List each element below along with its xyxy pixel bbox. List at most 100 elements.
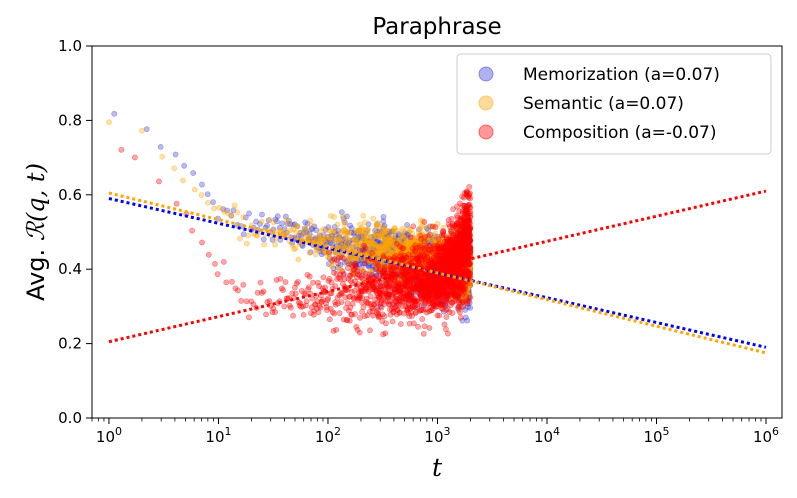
data-point-memorization — [384, 245, 391, 252]
data-point-memorization — [385, 232, 392, 239]
data-point-memorization — [400, 251, 406, 258]
data-point-semantic — [334, 221, 341, 228]
data-point-memorization — [390, 248, 397, 255]
data-point-memorization — [396, 243, 403, 249]
data-point-memorization — [406, 251, 412, 258]
data-point-memorization — [420, 275, 427, 281]
data-point-memorization — [320, 232, 327, 239]
data-point-memorization — [414, 255, 421, 262]
data-point-memorization — [365, 263, 372, 270]
data-point-memorization — [378, 266, 385, 273]
data-point-memorization — [397, 247, 404, 254]
data-point-memorization — [376, 262, 382, 268]
data-point-composition — [263, 311, 269, 318]
data-point-semantic — [261, 241, 268, 248]
data-point-composition — [397, 321, 404, 327]
data-point-composition — [240, 281, 247, 288]
data-point-memorization — [407, 250, 414, 256]
data-point-semantic — [106, 119, 112, 126]
data-point-memorization — [356, 261, 363, 268]
data-point-memorization — [333, 231, 340, 238]
data-point-memorization — [406, 291, 413, 298]
data-point-memorization — [380, 263, 387, 270]
data-point-memorization — [375, 268, 382, 275]
data-point-memorization — [383, 264, 390, 271]
data-point-memorization — [240, 231, 247, 238]
data-point-composition — [156, 178, 162, 185]
data-point-memorization — [372, 248, 379, 255]
data-point-memorization — [419, 279, 426, 285]
data-point-memorization — [423, 254, 430, 261]
data-point-memorization — [359, 235, 366, 242]
data-point-memorization — [340, 215, 347, 222]
data-point-memorization — [424, 253, 431, 260]
data-point-memorization — [418, 260, 424, 267]
data-point-memorization — [396, 231, 402, 237]
data-point-memorization — [421, 254, 428, 261]
data-point-memorization — [279, 220, 286, 227]
data-point-composition — [421, 219, 428, 225]
data-point-memorization — [425, 280, 431, 286]
data-point-semantic — [243, 240, 250, 247]
data-point-composition — [131, 154, 138, 161]
data-point-memorization — [327, 235, 334, 242]
data-point-memorization — [397, 252, 404, 259]
data-point-memorization — [384, 230, 390, 237]
data-point-memorization — [354, 236, 361, 242]
data-point-semantic — [292, 245, 299, 252]
data-point-memorization — [400, 246, 407, 253]
data-point-memorization — [384, 251, 391, 257]
data-point-memorization — [380, 246, 386, 252]
data-point-composition — [303, 298, 310, 305]
data-point-memorization — [423, 225, 430, 232]
data-point-memorization — [330, 265, 337, 272]
data-point-memorization — [427, 259, 434, 266]
data-point-memorization — [415, 247, 422, 254]
data-point-memorization — [415, 280, 421, 286]
data-point-memorization — [414, 280, 420, 287]
data-point-memorization — [352, 261, 359, 268]
data-point-memorization — [371, 233, 378, 240]
data-point-memorization — [354, 257, 361, 263]
data-point-memorization — [405, 254, 412, 261]
data-point-composition — [359, 295, 365, 301]
data-point-composition — [400, 245, 407, 252]
data-point-memorization — [345, 260, 352, 267]
data-point-memorization — [327, 239, 334, 246]
data-point-semantic — [320, 225, 327, 232]
data-point-memorization — [344, 242, 351, 248]
data-point-memorization — [421, 274, 427, 280]
data-point-composition — [326, 316, 333, 323]
data-point-memorization — [412, 287, 419, 294]
data-point-memorization — [403, 236, 410, 243]
data-point-composition — [361, 260, 368, 267]
data-point-memorization — [426, 256, 433, 262]
data-point-memorization — [413, 276, 420, 282]
data-point-composition — [306, 273, 313, 280]
data-point-semantic — [191, 186, 198, 193]
data-point-memorization — [418, 250, 425, 257]
data-point-memorization — [276, 224, 283, 231]
data-point-memorization — [392, 247, 399, 254]
data-point-memorization — [410, 244, 417, 251]
data-point-memorization — [420, 283, 427, 289]
data-point-memorization — [370, 240, 377, 247]
data-point-memorization — [425, 261, 431, 268]
data-point-composition — [317, 304, 324, 311]
data-point-memorization — [420, 241, 427, 248]
data-point-memorization — [420, 250, 427, 257]
data-point-memorization — [391, 255, 397, 262]
plot-area — [106, 110, 767, 355]
data-point-memorization — [423, 244, 430, 251]
data-point-memorization — [386, 249, 393, 255]
data-point-memorization — [416, 226, 422, 233]
data-point-memorization — [375, 231, 382, 238]
data-point-composition — [212, 260, 218, 267]
data-point-memorization — [401, 252, 408, 258]
data-point-memorization — [422, 278, 429, 285]
data-point-composition — [349, 300, 356, 307]
data-point-memorization — [379, 260, 385, 266]
data-point-memorization — [425, 233, 432, 240]
data-point-memorization — [337, 262, 344, 268]
data-point-memorization — [426, 274, 433, 281]
